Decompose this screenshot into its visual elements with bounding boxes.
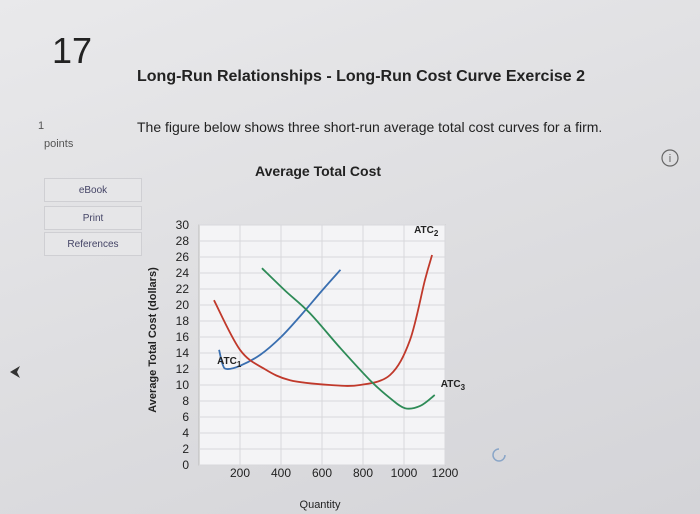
question-number: 17 bbox=[52, 30, 93, 71]
ebook-button[interactable]: eBook bbox=[44, 178, 142, 202]
y-tick-label: 10 bbox=[176, 378, 190, 392]
y-tick-label: 2 bbox=[182, 442, 189, 456]
x-tick-label: 1200 bbox=[432, 466, 459, 480]
y-tick-label: 24 bbox=[176, 266, 190, 280]
y-tick-label: 4 bbox=[182, 426, 189, 440]
y-tick-label: 14 bbox=[176, 346, 190, 360]
x-tick-label: 200 bbox=[230, 466, 250, 480]
curve-label-name: ATC bbox=[217, 356, 237, 367]
curve-label: ATC1 bbox=[217, 356, 242, 369]
y-tick-label: 22 bbox=[176, 282, 190, 296]
y-tick-label: 30 bbox=[176, 218, 190, 232]
y-tick-label: 6 bbox=[182, 410, 189, 424]
cost-curve bbox=[213, 254, 433, 387]
x-tick-label: 400 bbox=[271, 466, 291, 480]
curve-label-subscript: 1 bbox=[237, 360, 242, 369]
y-tick-label: 18 bbox=[176, 314, 190, 328]
info-icon-glyph: i bbox=[669, 153, 671, 165]
y-tick-label: 28 bbox=[176, 234, 190, 248]
print-button[interactable]: Print bbox=[44, 206, 142, 230]
points-label: points bbox=[44, 138, 74, 150]
cursor bbox=[10, 366, 20, 378]
curve-label-subscript: 3 bbox=[461, 383, 466, 392]
x-tick-label: 1000 bbox=[391, 466, 418, 480]
x-tick-label: 800 bbox=[353, 466, 373, 480]
x-axis-label: Quantity bbox=[300, 499, 341, 511]
question-title: Long-Run Relationships - Long-Run Cost C… bbox=[137, 68, 586, 85]
y-tick-label: 12 bbox=[176, 362, 190, 376]
y-tick-label: 16 bbox=[176, 330, 190, 344]
curve-label-subscript: 2 bbox=[434, 229, 439, 238]
info-icon[interactable] bbox=[661, 149, 679, 167]
reset-icon[interactable] bbox=[492, 448, 506, 462]
y-tick-label: 8 bbox=[182, 394, 189, 408]
y-tick-label: 0 bbox=[182, 458, 189, 472]
y-tick-label: 20 bbox=[176, 298, 190, 312]
cost-curve bbox=[261, 267, 436, 410]
curve-label: ATC3 bbox=[441, 379, 466, 392]
curve-label-name: ATC bbox=[414, 225, 434, 236]
question-prompt: The figure below shows three short-run a… bbox=[137, 119, 603, 135]
curve-label-name: ATC bbox=[441, 379, 461, 390]
y-tick-label: 26 bbox=[176, 250, 190, 264]
cost-curve bbox=[218, 269, 342, 370]
references-button[interactable]: References bbox=[44, 232, 142, 256]
x-tick-label: 600 bbox=[312, 466, 332, 480]
points-value: 1 bbox=[38, 120, 45, 132]
y-axis-label: Average Total Cost (dollars) bbox=[147, 267, 159, 413]
chart-title: Average Total Cost bbox=[255, 163, 381, 179]
curve-label: ATC2 bbox=[414, 225, 439, 238]
